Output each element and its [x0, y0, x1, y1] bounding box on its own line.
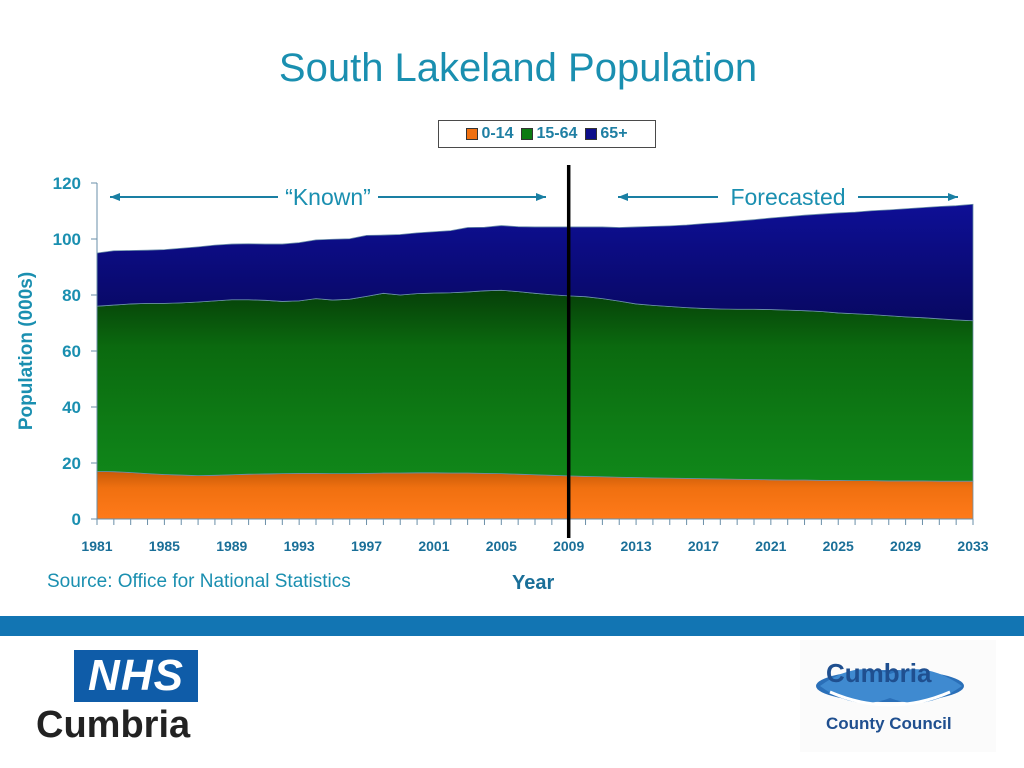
footer-band	[0, 616, 1024, 636]
x-tick-label: 2009	[553, 538, 584, 554]
y-tick-label: 120	[53, 174, 81, 193]
x-tick-label: 1985	[149, 538, 180, 554]
y-tick-label: 0	[72, 510, 81, 529]
nhs-logo-region: Cumbria	[36, 704, 191, 746]
x-ticks: 1981 1985 1989 1993 1997 2001 2005 2009 2013 2017…	[81, 519, 989, 554]
chart-legend: 0-14 15-64 65+	[438, 120, 656, 148]
legend-item-65-plus: 65+	[585, 125, 628, 143]
legend-swatch-0-14	[466, 128, 479, 140]
chart-annotations: “Known” Forecasted	[110, 184, 958, 210]
area-65-plus	[96, 203, 974, 322]
cumbria-county-council-logo: Cumbria County Council	[800, 640, 996, 752]
annotation-known: “Known”	[110, 184, 546, 210]
x-tick-label: 2005	[486, 538, 517, 554]
chart-title: South Lakeland Population	[278, 46, 758, 90]
council-logo-subtitle: County Council	[826, 714, 952, 733]
nhs-cumbria-logo: NHS Cumbria	[36, 650, 206, 750]
arrowhead-left	[618, 193, 628, 201]
x-tick-label: 2013	[620, 538, 651, 554]
legend-item-0-14: 0-14	[466, 125, 513, 143]
legend-label-65-plus: 65+	[600, 125, 628, 142]
legend-swatch-15-64	[521, 128, 534, 140]
x-tick-label: 2033	[957, 538, 988, 554]
x-tick-label: 2029	[890, 538, 921, 554]
y-tick-label: 80	[62, 286, 81, 305]
legend-label-15-64: 15-64	[536, 125, 578, 142]
arrowhead-right	[536, 193, 546, 201]
x-tick-label: 1997	[351, 538, 382, 554]
annotation-forecasted: Forecasted	[618, 184, 958, 210]
x-tick-label: 2001	[418, 538, 449, 554]
x-tick-label: 2017	[688, 538, 719, 554]
annotation-label: Forecasted	[730, 184, 845, 210]
y-tick-label: 40	[62, 398, 81, 417]
chart-areas	[96, 203, 974, 520]
y-tick-label: 100	[53, 230, 81, 249]
council-logo-name: Cumbria	[826, 658, 932, 688]
y-axis-label: Population (000s)	[16, 272, 37, 430]
legend-label-0-14: 0-14	[481, 125, 514, 142]
y-tick-label: 60	[62, 342, 81, 361]
y-tick-label: 20	[62, 454, 81, 473]
x-tick-label: 2021	[755, 538, 786, 554]
source-note: Source: Office for National Statistics	[47, 571, 351, 592]
nhs-logo-box: NHS	[74, 650, 198, 702]
area-15-64	[96, 289, 974, 482]
x-axis-label: Year	[512, 572, 555, 594]
x-tick-label: 1981	[81, 538, 112, 554]
legend-swatch-65-plus	[585, 128, 598, 140]
x-tick-label: 1989	[216, 538, 247, 554]
population-chart: 0 20 40 60 80 100 120 1981 1985 1989 1993 1997 2001…	[16, 165, 989, 554]
arrowhead-right	[948, 193, 958, 201]
arrowhead-left	[110, 193, 120, 201]
annotation-label: “Known”	[285, 184, 371, 210]
legend-item-15-64: 15-64	[521, 125, 577, 143]
x-tick-label: 2025	[823, 538, 854, 554]
y-ticks: 0 20 40 60 80 100 120	[53, 174, 97, 529]
council-emblem	[816, 669, 964, 707]
x-tick-label: 1993	[284, 538, 315, 554]
